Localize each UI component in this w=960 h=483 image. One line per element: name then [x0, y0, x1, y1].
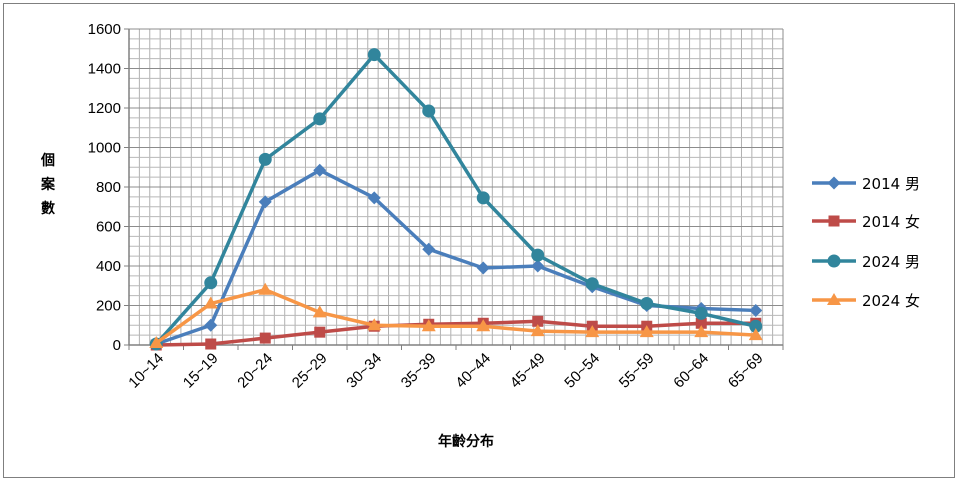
data-point	[476, 261, 490, 275]
x-tick-label: 45~49	[507, 350, 549, 392]
series-line	[156, 319, 756, 347]
data-point	[367, 191, 381, 205]
data-point	[749, 303, 763, 317]
series-lines	[149, 48, 763, 351]
legend-label: 2014 男	[862, 175, 920, 193]
legend-marker	[827, 254, 841, 268]
data-point	[585, 277, 599, 291]
y-tick-label: 1600	[88, 21, 121, 38]
legend-label: 2024 女	[862, 292, 920, 310]
legend-label: 2024 男	[862, 253, 920, 271]
x-tick-label: 40~44	[452, 350, 494, 392]
data-point	[585, 325, 600, 338]
data-point	[258, 152, 272, 166]
y-axis-title-char: 個	[40, 152, 55, 169]
data-point	[312, 305, 327, 318]
data-point	[313, 112, 327, 126]
data-point	[422, 104, 436, 118]
y-tick-label: 200	[96, 298, 121, 315]
y-tick-label: 400	[96, 258, 121, 275]
data-point	[748, 328, 763, 341]
legend-marker	[828, 215, 840, 227]
data-point	[204, 276, 218, 290]
series-line	[155, 168, 756, 346]
x-tick-label: 10~14	[125, 350, 167, 392]
data-point	[695, 317, 707, 329]
data-point	[694, 306, 708, 320]
x-tick-label: 65~69	[725, 350, 767, 392]
x-tick-label: 35~39	[398, 350, 440, 392]
series-group	[149, 282, 763, 349]
data-point	[531, 248, 545, 262]
chart-frame: 0 200 400 600 800 1000 1200 1400 1600 10~14 15~19…	[3, 3, 955, 478]
x-tick-label: 20~24	[234, 350, 276, 392]
y-axis-title: 個案數	[40, 152, 56, 217]
data-point	[749, 319, 763, 333]
grid-lines	[129, 28, 784, 345]
x-tick-label: 25~29	[289, 350, 331, 392]
y-axis-title-char: 數	[41, 200, 55, 217]
line-chart: 0 200 400 600 800 1000 1200 1400 1600 10~14 15~19…	[40, 21, 920, 450]
data-point	[422, 242, 436, 256]
y-tick-label: 1400	[88, 61, 121, 78]
axes	[124, 28, 784, 350]
data-point	[367, 318, 382, 331]
data-point	[476, 319, 491, 332]
legend-marker	[827, 176, 841, 190]
data-point	[367, 48, 381, 62]
x-tick-label: 55~59	[616, 350, 658, 392]
data-point	[313, 163, 327, 177]
legend: 2014 男 2014 女 2024 男 2024 女	[812, 175, 920, 310]
data-point	[203, 296, 218, 309]
data-point	[205, 338, 217, 350]
data-point	[149, 336, 164, 349]
data-point	[639, 325, 654, 338]
y-tick-label: 0	[113, 337, 121, 354]
data-point	[259, 332, 271, 344]
data-point	[258, 282, 273, 295]
legend-marker	[827, 293, 841, 305]
legend-label: 2014 女	[862, 213, 920, 231]
data-point	[531, 259, 545, 273]
data-point	[314, 326, 326, 338]
data-point	[476, 191, 490, 205]
x-tick-labels: 10~14 15~19 20~24 25~29 30~34 35~39 40~44 45~49…	[125, 350, 766, 392]
x-tick-label: 30~34	[343, 350, 385, 392]
y-axis-title-char: 案	[40, 176, 56, 193]
y-tick-label: 1000	[88, 140, 121, 157]
data-point	[204, 318, 218, 332]
series-line	[155, 287, 756, 345]
y-tick-labels: 0 200 400 600 800 1000 1200 1400 1600	[88, 21, 121, 354]
data-point	[640, 297, 654, 311]
data-point	[258, 195, 272, 209]
data-point	[421, 319, 436, 332]
data-point	[532, 315, 544, 327]
series-line	[154, 52, 757, 346]
x-axis-title: 年齡分布	[438, 433, 494, 450]
data-point	[530, 324, 545, 337]
data-point	[694, 325, 709, 338]
x-tick-label: 15~19	[180, 350, 222, 392]
y-tick-label: 800	[96, 179, 121, 196]
x-tick-label: 50~54	[561, 350, 603, 392]
y-tick-label: 600	[96, 219, 121, 236]
x-tick-label: 60~64	[670, 350, 712, 392]
y-tick-label: 1200	[88, 100, 121, 117]
